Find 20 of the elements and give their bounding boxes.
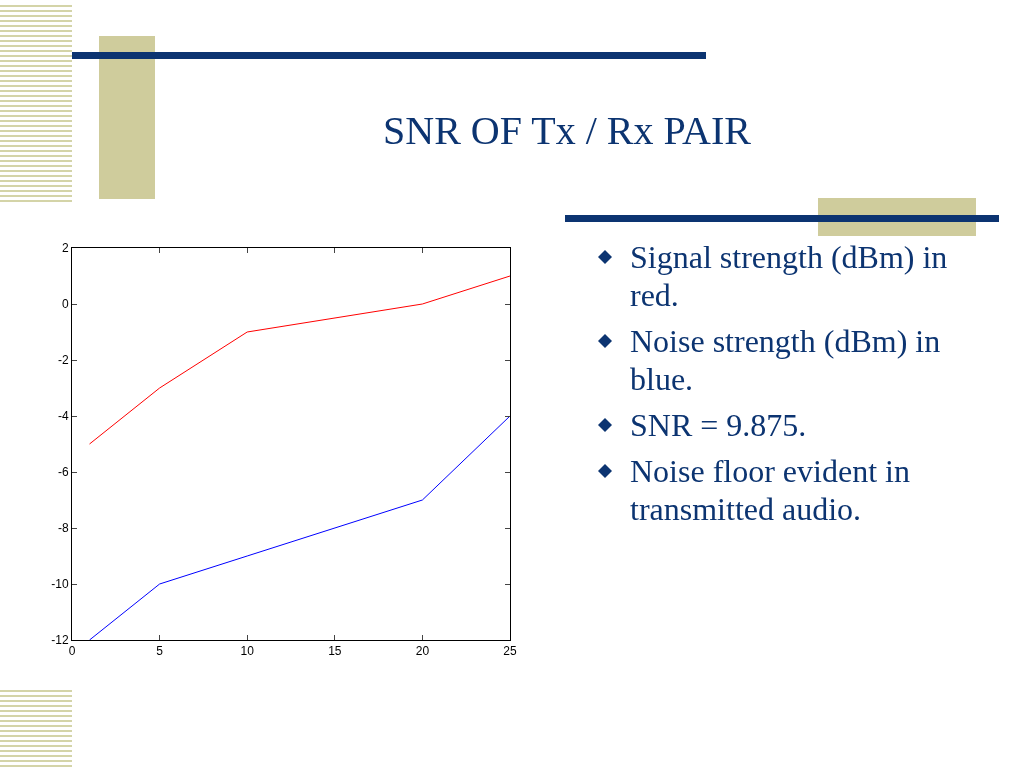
y-tick-label: 0 (61, 297, 69, 312)
x-tick-label: 10 (240, 644, 255, 659)
x-tick-label: 20 (415, 644, 430, 659)
text: Noise floor evident in transmitted audio. (630, 453, 910, 527)
y-tick-label: 2 (61, 241, 69, 256)
y-tick-label: -4 (57, 409, 69, 424)
y-tick-label: -12 (51, 633, 69, 648)
text: SNR = 9.875. (630, 407, 807, 443)
x-tick-label: 25 (503, 644, 517, 659)
y-tick-label: -2 (57, 353, 69, 368)
text: Signal strength (dBm) in red. (630, 239, 948, 313)
chart-title: SNR OF Tx / Rx PAIR (383, 108, 752, 153)
line-series (89, 275, 510, 445)
text: Noise strength (dBm) in blue. (630, 323, 941, 397)
y-tick-label: -10 (51, 577, 69, 592)
x-tick-label: 15 (328, 644, 342, 659)
x-tick-label: 5 (156, 644, 164, 659)
y-tick-label: -8 (57, 521, 69, 536)
line-series (89, 415, 510, 640)
y-tick-label: -6 (57, 465, 69, 480)
